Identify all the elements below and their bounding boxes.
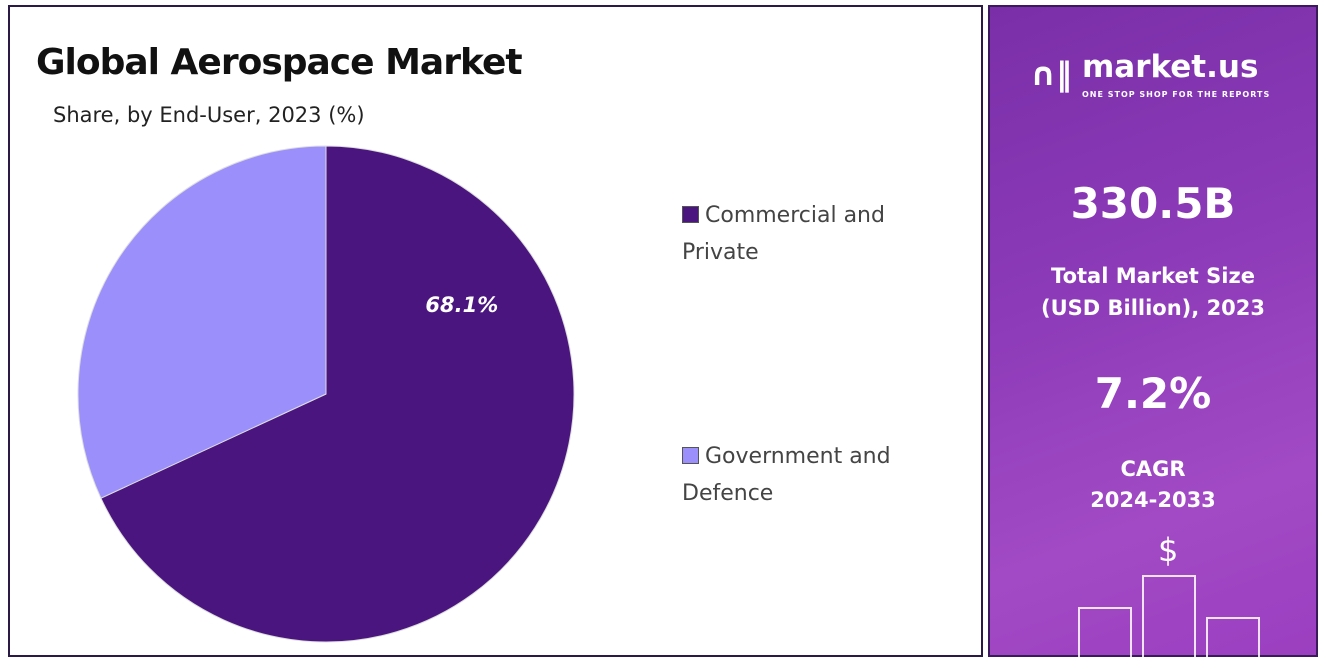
- dollar-icon: $: [1158, 531, 1179, 569]
- legend-label: Private: [682, 240, 759, 265]
- chart-title: Global Aerospace Market: [36, 42, 523, 83]
- market-size-label: Total Market Size: [1051, 264, 1255, 288]
- arrow-up-icon: [1142, 575, 1196, 669]
- legend-label: Commercial and: [705, 203, 885, 228]
- brand-logo: ∩‖ market.us ONE STOP SHOP FOR THE REPOR…: [1030, 47, 1270, 101]
- summary-panel: ∩‖ market.us ONE STOP SHOP FOR THE REPOR…: [988, 5, 1318, 669]
- pie-slice-1: [77, 145, 327, 499]
- pie-data-label: 68.1%: [425, 293, 498, 317]
- chart-subtitle: Share, by End-User, 2023 (%): [53, 103, 365, 127]
- legend-swatch: [682, 447, 699, 464]
- brand-tagline: ONE STOP SHOP FOR THE REPORTS: [1081, 90, 1271, 99]
- market-size-value: 330.5B: [1070, 179, 1236, 228]
- pie-chart: 68.1%: [77, 145, 575, 643]
- legend-item-commercial: Commercial and Private: [682, 197, 885, 271]
- logo-icon: ∩‖: [1030, 55, 1072, 93]
- market-size-sublabel: (USD Billion), 2023: [1040, 296, 1266, 320]
- arrow-up-icon: [1206, 617, 1260, 669]
- cagr-period: 2024-2033: [1090, 488, 1216, 512]
- chart-panel: Global Aerospace Market Share, by End-Us…: [8, 5, 983, 657]
- arrow-up-icon: [1078, 607, 1132, 669]
- pie-slice-0: [100, 145, 575, 643]
- cagr-label: CAGR: [1120, 457, 1186, 481]
- legend-item-government: Government and Defence: [682, 438, 891, 512]
- legend-swatch: [682, 206, 699, 223]
- cagr-value: 7.2%: [1094, 369, 1212, 418]
- legend-label: Defence: [682, 481, 774, 506]
- legend-label: Government and: [705, 444, 891, 469]
- brand-name: market.us: [1081, 49, 1259, 85]
